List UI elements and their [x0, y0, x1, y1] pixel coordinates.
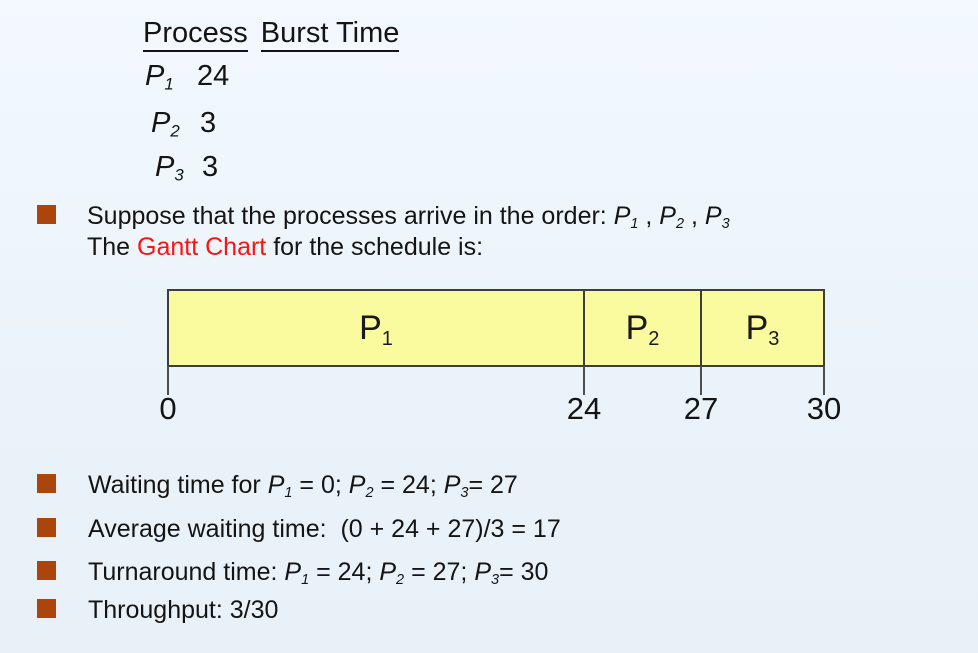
process-letter: P	[284, 558, 302, 586]
turnaround-value-3: = 30	[499, 558, 549, 586]
segment-subscript: 1	[381, 327, 393, 350]
intro-line2-before: The	[87, 233, 138, 261]
intro-prefix: Suppose that the processes arrive in the…	[87, 202, 614, 230]
intro-line-order: Suppose that the processes arrive in the…	[87, 201, 730, 232]
waiting-value-2: = 24;	[373, 471, 444, 499]
throughput-line: Throughput: 3/30	[88, 595, 278, 625]
process-name-p3: P3	[155, 151, 184, 185]
process-subscript: 2	[396, 572, 405, 589]
gantt-segment-p2: P2	[585, 291, 702, 365]
gantt-segment-p3: P3	[702, 291, 823, 365]
process-letter: P	[145, 60, 165, 92]
gantt-tick-27	[700, 366, 702, 395]
process-subscript: 3	[174, 165, 184, 185]
process-letter: P	[348, 471, 366, 499]
waiting-prefix: Waiting time for	[88, 471, 268, 499]
intro-text-block: Suppose that the processes arrive in the…	[87, 201, 730, 263]
process-ref-p1: P1	[613, 202, 639, 233]
gantt-tick-label-24: 24	[566, 391, 602, 426]
process-letter: P	[267, 471, 285, 499]
gantt-tick-24	[583, 366, 585, 395]
process-subscript: 2	[365, 485, 374, 502]
process-subscript: 1	[284, 485, 293, 502]
waiting-value-3: = 27	[468, 471, 518, 499]
burst-value-p2: 3	[200, 107, 217, 139]
segment-label-p3: P3	[745, 308, 780, 350]
process-subscript: 3	[491, 572, 500, 589]
process-subscript: 3	[721, 216, 730, 233]
process-subscript: 1	[630, 216, 639, 233]
process-subscript: 3	[460, 485, 469, 502]
process-subscript: 1	[164, 74, 174, 94]
throughput-text: Throughput: 3/30	[88, 596, 279, 624]
process-letter: P	[151, 107, 171, 139]
process-ref-p3: P3	[443, 471, 469, 502]
segment-label-p2: P2	[625, 308, 660, 350]
process-name-p1: P1	[145, 60, 174, 94]
gantt-segment-p1: P1	[169, 291, 585, 365]
process-row-p1: P1 24	[145, 60, 229, 94]
segment-letter: P	[625, 308, 649, 347]
gantt-bar: P1 P2 P3	[167, 289, 825, 367]
bullet-square-icon	[37, 561, 56, 580]
gantt-tick-label-0: 0	[159, 391, 177, 426]
process-ref-p3: P3	[474, 558, 500, 589]
process-letter: P	[474, 558, 492, 586]
process-ref-p2: P2	[348, 471, 374, 502]
process-ref-p1: P1	[267, 471, 293, 502]
gantt-tick-30	[823, 366, 825, 395]
intro-line-gantt: The Gantt Chart for the schedule is:	[87, 232, 730, 263]
bullet-square-icon	[37, 599, 56, 618]
process-ref-p2: P2	[659, 202, 685, 233]
turnaround-time-line: Turnaround time: P1 = 24; P2 = 27; P3= 3…	[88, 557, 548, 587]
process-letter: P	[613, 202, 631, 230]
gantt-tick-0	[167, 366, 169, 395]
gantt-chart: P1 P2 P3 0 24 27 30	[159, 289, 841, 429]
intro-line2-after: for the schedule is:	[266, 233, 484, 261]
process-subscript: 2	[675, 216, 685, 233]
average-waiting-time-line: Average waiting time: (0 + 24 + 27)/3 = …	[88, 514, 561, 544]
gantt-tick-label-27: 27	[683, 391, 719, 426]
segment-label-p1: P1	[359, 308, 393, 350]
process-letter: P	[704, 202, 722, 230]
process-subscript: 2	[170, 121, 180, 141]
process-letter: P	[379, 558, 397, 586]
burst-value-p1: 24	[197, 60, 230, 92]
segment-letter: P	[359, 308, 382, 347]
process-row-p3: P3 3	[155, 151, 218, 185]
burst-time-column-header: Burst Time	[260, 18, 400, 53]
process-ref-p1: P1	[284, 558, 310, 589]
process-subscript: 1	[301, 572, 310, 589]
segment-subscript: 2	[648, 327, 660, 350]
separator: ,	[684, 202, 705, 230]
segment-subscript: 3	[768, 327, 780, 350]
waiting-time-line: Waiting time for P1 = 0; P2 = 24; P3= 27	[88, 470, 518, 500]
separator: ,	[638, 202, 660, 230]
process-letter: P	[155, 151, 175, 183]
process-ref-p2: P2	[379, 558, 405, 589]
process-table-header: Process Burst Time	[143, 17, 400, 53]
bullet-square-icon	[37, 474, 56, 493]
burst-value-p3: 3	[202, 151, 219, 183]
segment-letter: P	[745, 308, 769, 347]
process-name-p2: P2	[151, 107, 180, 141]
process-column-header: Process	[143, 18, 248, 53]
gantt-tick-label-30: 30	[806, 391, 842, 426]
turnaround-prefix: Turnaround time:	[88, 558, 285, 586]
bullet-square-icon	[37, 518, 56, 537]
turnaround-value-2: = 27;	[404, 558, 475, 586]
bullet-square-icon	[37, 205, 56, 224]
process-row-p2: P2 3	[151, 107, 216, 141]
process-letter: P	[659, 202, 676, 230]
process-ref-p3: P3	[704, 202, 730, 233]
turnaround-value-1: = 24;	[309, 558, 380, 586]
process-letter: P	[443, 471, 461, 499]
waiting-value-1: = 0;	[292, 471, 349, 499]
average-waiting-text: Average waiting time: (0 + 24 + 27)/3 = …	[88, 515, 561, 543]
gantt-chart-highlight: Gantt Chart	[137, 233, 267, 261]
